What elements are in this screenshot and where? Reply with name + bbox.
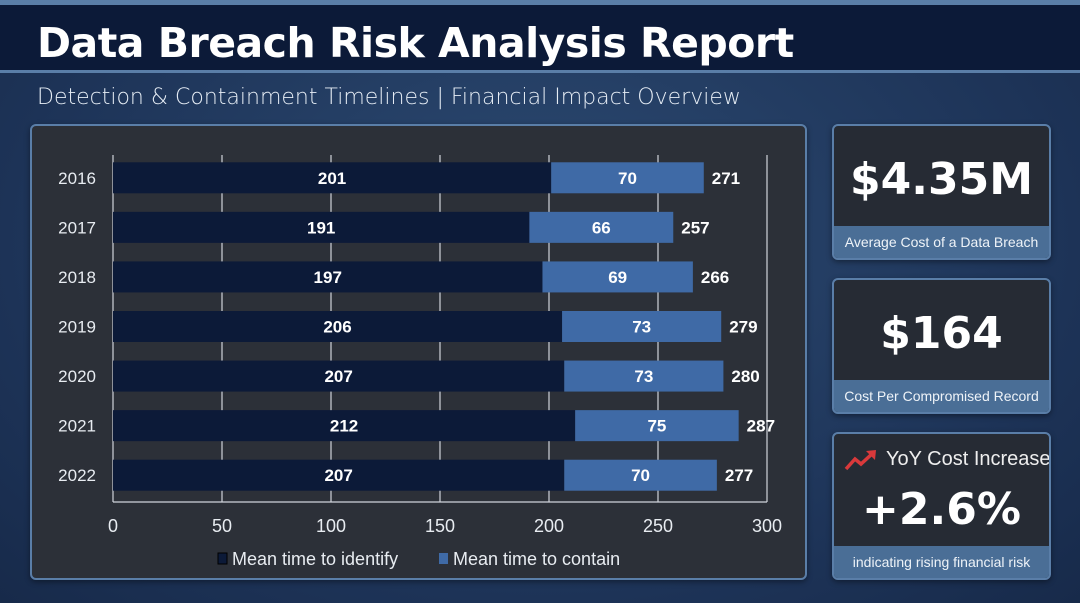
x-tick-label: 150 (425, 516, 455, 536)
y-tick-label: 2017 (58, 218, 96, 237)
page-title: Data Breach Risk Analysis Report (37, 19, 794, 67)
bar-contain (551, 162, 704, 194)
x-tick-label: 200 (534, 516, 564, 536)
chart-panel: 0 50 100 150 200 250 300 2016 201 70 271 2017 191 66 2… (30, 124, 807, 580)
data-label: 207 (324, 367, 352, 386)
bar-contain (529, 211, 674, 243)
cost-per-record-value: $164 (880, 308, 1003, 359)
stacked-bar-chart: 0 50 100 150 200 250 300 2016 201 70 271 2017 191 66 2… (58, 155, 782, 569)
y-tick-label: 2022 (58, 466, 96, 485)
yoy-card: YoY Cost Increase +2.6% indicating risin… (832, 432, 1051, 580)
yoy-label: indicating rising financial risk (834, 546, 1049, 578)
y-tick-label: 2016 (58, 169, 96, 188)
bar-identify (113, 211, 530, 243)
cost-per-record-card: $164 Cost Per Compromised Record (832, 278, 1051, 414)
trending-up-icon (844, 449, 876, 470)
data-label: 191 (307, 218, 335, 237)
data-label: 70 (618, 169, 637, 188)
bar-identify (113, 261, 543, 293)
bar-contain (564, 360, 724, 392)
data-label: 212 (330, 417, 358, 436)
x-tick-label: 0 (108, 516, 118, 536)
y-tick-label: 2019 (58, 318, 96, 337)
header-bar: Data Breach Risk Analysis Report (0, 5, 1080, 73)
x-tick-label: 250 (643, 516, 673, 536)
avg-cost-card: $4.35M Average Cost of a Data Breach (832, 124, 1051, 260)
total-label: 271 (712, 169, 740, 188)
x-tick-label: 100 (316, 516, 346, 536)
bar-identify (113, 311, 563, 342)
data-label: 206 (323, 318, 351, 337)
y-tick-label: 2020 (58, 367, 96, 386)
total-label: 287 (747, 417, 775, 436)
avg-cost-value: $4.35M (850, 154, 1033, 205)
bar-identify (113, 459, 565, 491)
y-tick-label: 2018 (58, 268, 96, 287)
total-label: 257 (681, 218, 709, 237)
x-tick-label: 50 (212, 516, 232, 536)
data-label: 70 (631, 466, 650, 485)
data-label: 66 (592, 218, 611, 237)
legend-swatch (439, 553, 448, 564)
bar-identify (113, 162, 552, 194)
data-label: 207 (324, 466, 352, 485)
total-label: 277 (725, 466, 753, 485)
page-subtitle: Detection & Containment Timelines | Fina… (37, 85, 741, 110)
x-tick-label: 300 (752, 516, 782, 536)
bar-contain (564, 459, 717, 491)
bar-contain (575, 410, 739, 442)
bar-contain (542, 261, 693, 293)
y-tick-label: 2021 (58, 417, 96, 436)
data-label: 75 (647, 417, 666, 436)
legend-label: Mean time to contain (453, 549, 620, 569)
legend-label: Mean time to identify (232, 549, 398, 569)
total-label: 266 (701, 268, 729, 287)
bar-identify (113, 360, 565, 392)
cost-per-record-label: Cost Per Compromised Record (834, 380, 1049, 412)
legend-swatch (217, 552, 228, 565)
yoy-value: +2.6% (862, 484, 1021, 535)
total-label: 279 (729, 318, 757, 337)
data-label: 197 (314, 268, 342, 287)
yoy-heading: YoY Cost Increase (886, 448, 1051, 470)
total-label: 280 (731, 367, 759, 386)
data-label: 73 (632, 318, 651, 337)
top-accent (0, 0, 1080, 5)
data-label: 73 (634, 367, 653, 386)
bar-identify (113, 410, 576, 442)
data-label: 201 (318, 169, 346, 188)
data-label: 69 (608, 268, 627, 287)
bar-contain (562, 311, 722, 342)
avg-cost-label: Average Cost of a Data Breach (834, 226, 1049, 258)
